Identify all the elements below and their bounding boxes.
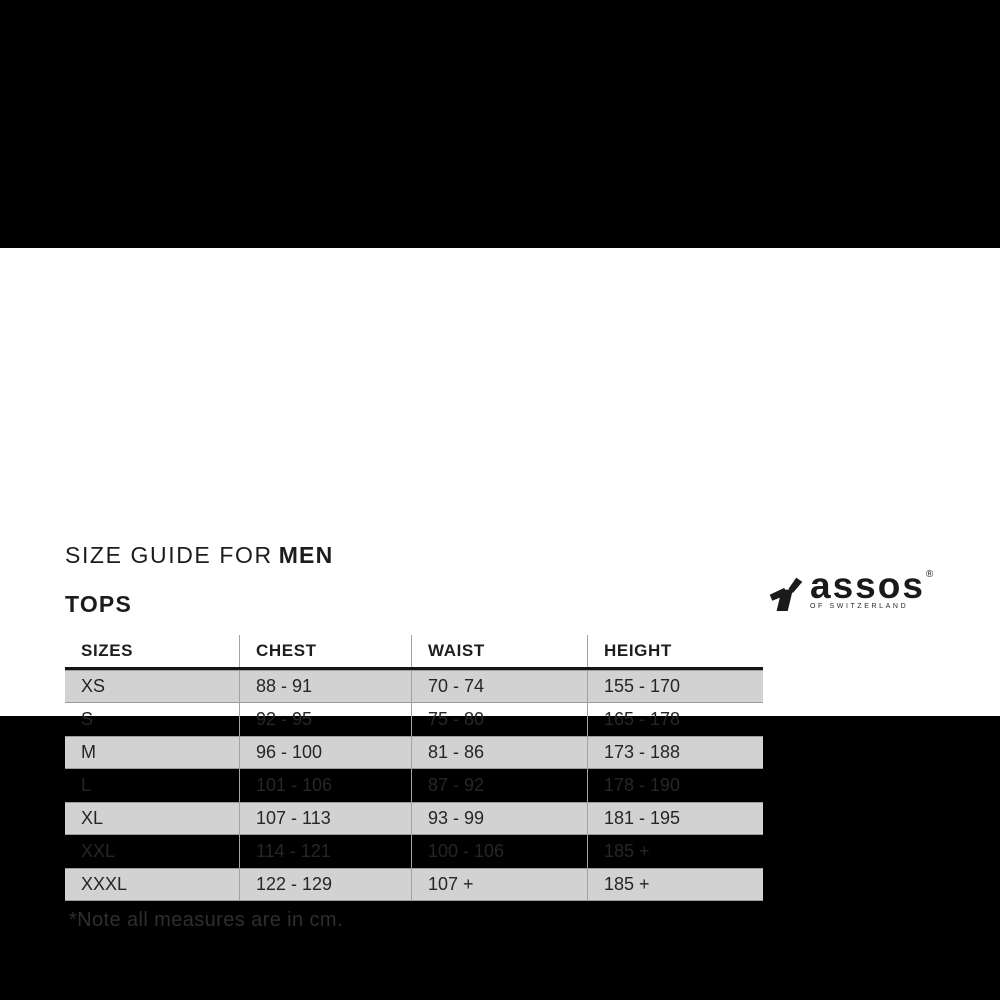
cell-size: XXXL [81, 874, 128, 894]
assos-star-icon [769, 577, 803, 611]
cell-waist: 93 - 99 [411, 803, 587, 834]
cell-chest: 96 - 100 [239, 737, 411, 768]
cell-waist: 70 - 74 [411, 671, 587, 702]
brand-wordmark: assos® [810, 567, 936, 604]
cell-waist: 87 - 92 [411, 769, 587, 802]
brand-name: assos [810, 565, 925, 606]
cell-chest: 92 - 95 [239, 703, 411, 736]
page-title-bold: MEN [278, 542, 334, 568]
cell-size: M [81, 742, 96, 762]
header-sizes: SIZES [81, 641, 134, 660]
cell-size: L [81, 775, 92, 795]
cell-height: 173 - 188 [587, 737, 763, 768]
cell-waist: 75 - 80 [411, 703, 587, 736]
brand-wordmark-wrap: assos® OF SWITZERLAND [810, 567, 936, 610]
registered-mark: ® [925, 569, 936, 580]
cell-height: 181 - 195 [587, 803, 763, 834]
category-subtitle: TOPS [65, 591, 133, 617]
brand-tagline: OF SWITZERLAND [810, 603, 909, 610]
cell-size: XL [81, 808, 104, 828]
cell-height: 165 - 178 [587, 703, 763, 736]
table-row-s: S 92 - 95 75 - 80 165 - 178 [65, 703, 763, 736]
cell-waist: 100 - 106 [411, 835, 587, 868]
cell-waist: 81 - 86 [411, 737, 587, 768]
table-row-xl: XL 107 - 113 93 - 99 181 - 195 [65, 802, 763, 835]
table-row-m: M 96 - 100 81 - 86 173 - 188 [65, 736, 763, 769]
header-chest: CHEST [239, 635, 411, 667]
page-title: SIZE GUIDE FOR MEN [65, 542, 333, 569]
table-header-row: SIZES CHEST WAIST HEIGHT [65, 635, 763, 670]
table-row-xs: XS 88 - 91 70 - 74 155 - 170 [65, 670, 763, 703]
cell-size: XS [81, 676, 106, 696]
cell-waist: 107 + [411, 869, 587, 900]
content-panel: SIZE GUIDE FOR MEN TOPS assos® OF SWITZER… [0, 248, 1000, 931]
table-row-l: L 101 - 106 87 - 92 178 - 190 [65, 769, 763, 802]
header-waist: WAIST [411, 635, 587, 667]
page-title-regular: SIZE GUIDE FOR [65, 542, 273, 568]
cell-height: 185 + [587, 869, 763, 900]
cell-height: 155 - 170 [587, 671, 763, 702]
cell-chest: 114 - 121 [239, 835, 411, 868]
cell-chest: 101 - 106 [239, 769, 411, 802]
cell-chest: 107 - 113 [239, 803, 411, 834]
cell-chest: 88 - 91 [239, 671, 411, 702]
cell-height: 178 - 190 [587, 769, 763, 802]
brand-logo: assos® OF SWITZERLAND [768, 567, 936, 612]
table-row-xxl: XXL 114 - 121 100 - 106 185 + [65, 835, 763, 868]
cell-size: S [81, 709, 94, 729]
cell-height: 185 + [587, 835, 763, 868]
measures-note: *Note all measures are in cm. [69, 909, 343, 931]
cell-chest: 122 - 129 [239, 869, 411, 900]
header-height: HEIGHT [587, 635, 763, 667]
size-table: SIZES CHEST WAIST HEIGHT XS 88 - 91 70 -… [65, 635, 763, 901]
cell-size: XXL [81, 841, 116, 861]
table-row-xxxl: XXXL 122 - 129 107 + 185 + [65, 868, 763, 901]
